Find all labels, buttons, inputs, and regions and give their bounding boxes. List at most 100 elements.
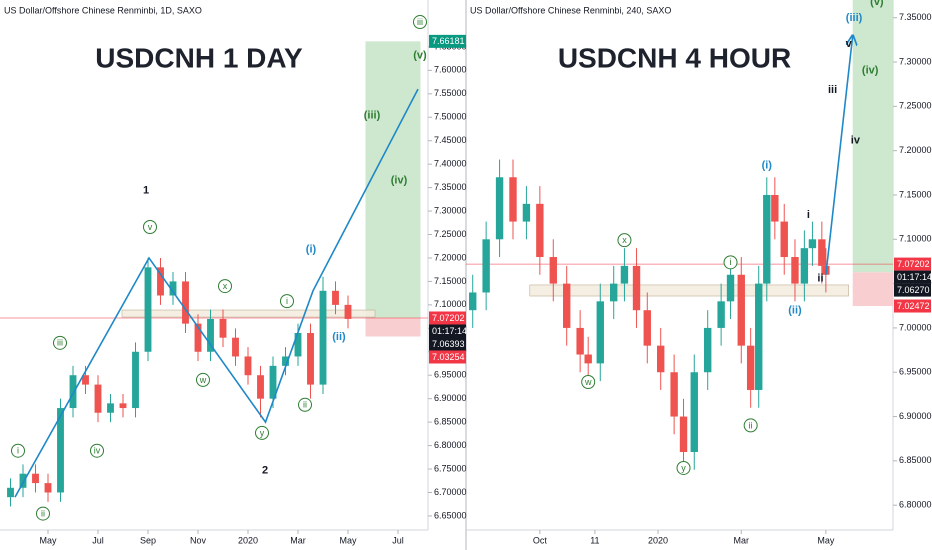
candle-body <box>144 267 152 352</box>
price-axis-label-text: 7.03254 <box>432 352 465 362</box>
candle-body <box>717 301 725 328</box>
candle-body <box>44 483 52 493</box>
price-axis-label <box>429 350 466 364</box>
x-tick-label: 11 <box>590 535 599 545</box>
y-tick-label: 7.20000 <box>899 145 932 155</box>
price-axis-label-text: 7.07202 <box>432 313 465 323</box>
candle-body <box>182 281 189 324</box>
y-tick-label: 7.30000 <box>434 205 467 215</box>
candle-body <box>495 177 504 240</box>
candle-body <box>207 318 214 352</box>
x-tick-label: 2020 <box>238 535 258 545</box>
target-zone <box>852 0 893 273</box>
price-axis-label <box>429 324 466 338</box>
wave-label: ii <box>41 508 45 518</box>
candle-body <box>755 283 763 390</box>
wave-label: (iii) <box>364 109 381 121</box>
wave-label: i <box>17 446 19 456</box>
price-axis-label-text: 7.07202 <box>897 259 930 269</box>
wave-label-circle <box>90 443 104 458</box>
y-tick-label: 7.50000 <box>434 112 467 122</box>
candle-body <box>107 403 114 413</box>
candle-body <box>82 375 89 385</box>
candle-body <box>690 372 698 453</box>
y-tick-label: 7.45000 <box>434 135 467 145</box>
wave-label: iii <box>828 84 837 96</box>
y-tick-label: 7.15000 <box>434 276 467 286</box>
wave-label-circle <box>743 418 758 433</box>
candle-body <box>780 221 788 258</box>
y-tick-label: 6.95000 <box>899 367 932 377</box>
candle-body <box>746 345 755 390</box>
wave-label: i <box>807 209 810 221</box>
candle-body <box>800 248 809 284</box>
price-axis-label-text: 7.66181 <box>432 36 465 46</box>
y-tick-label: 7.25000 <box>899 101 932 111</box>
wave-label: (v) <box>413 49 427 61</box>
price-axis-label-text: 7.02472 <box>897 301 930 311</box>
candle-body <box>771 194 779 222</box>
y-tick-label: 7.20000 <box>434 252 467 262</box>
wave-label-circle <box>196 372 210 387</box>
candle-body <box>808 239 817 249</box>
candle-body <box>482 239 490 293</box>
candle-body <box>726 274 735 302</box>
y-tick-label: 6.95000 <box>434 370 467 380</box>
wave-label-circle <box>280 294 294 309</box>
x-tick-label: Nov <box>190 535 207 545</box>
candle-body <box>522 203 531 222</box>
y-tick-label: 6.65000 <box>434 510 467 520</box>
candle-body <box>219 318 227 338</box>
wave-label: w <box>199 375 207 385</box>
candle-body <box>763 194 771 284</box>
target-zone <box>365 41 421 318</box>
wave-label: iv <box>851 134 861 146</box>
candle-body <box>610 283 618 302</box>
wave-label: x <box>223 281 228 291</box>
price-axis-label <box>429 311 466 325</box>
x-tick-label: May <box>817 535 835 545</box>
wave-label: (i) <box>762 159 773 171</box>
wave-label: i <box>286 296 288 306</box>
candle-body <box>307 333 314 385</box>
wave-label: w <box>584 377 592 387</box>
candle-body <box>584 354 592 364</box>
wave-label: (iv) <box>862 64 879 76</box>
y-tick-label: 6.90000 <box>434 393 467 403</box>
y-tick-label: 7.10000 <box>899 234 932 244</box>
y-tick-label: 6.80000 <box>899 500 932 510</box>
candle-body <box>194 323 202 352</box>
candle-body <box>509 177 517 222</box>
wave-label: v <box>846 38 853 50</box>
wave-label-circle <box>11 443 25 458</box>
wave-label-circle <box>36 506 50 521</box>
y-tick-label: 6.85000 <box>434 416 467 426</box>
price-axis-label-text: 01:17:14 <box>897 272 932 282</box>
wave-label: (v) <box>870 0 884 8</box>
target-zone <box>365 317 421 337</box>
wave-label: iv <box>94 446 101 456</box>
x-tick-label: Jul <box>92 535 104 545</box>
candle-body <box>670 372 678 417</box>
candle-body <box>737 274 745 346</box>
price-axis-label-text: 7.06393 <box>432 339 465 349</box>
chart-subtitle: US Dollar/Offshore Chinese Renminbi, 1D,… <box>4 5 202 15</box>
y-tick-label: 7.00000 <box>899 322 932 332</box>
x-tick-label: Oct <box>533 535 548 545</box>
wave-label: iii <box>57 338 63 348</box>
wave-label: (ii) <box>788 305 802 317</box>
wave-label: (iii) <box>846 12 863 24</box>
y-tick-label: 7.60000 <box>434 65 467 75</box>
candle-body <box>332 290 339 305</box>
wave-label: i <box>730 257 732 267</box>
target-zone <box>852 272 893 307</box>
candle-body <box>257 375 264 399</box>
y-tick-label: 6.90000 <box>899 411 932 421</box>
candle-body <box>469 292 477 311</box>
candle-body <box>344 304 352 319</box>
y-tick-label: 6.85000 <box>899 455 932 465</box>
chart-title: USDCNH 4 HOUR <box>558 42 791 73</box>
